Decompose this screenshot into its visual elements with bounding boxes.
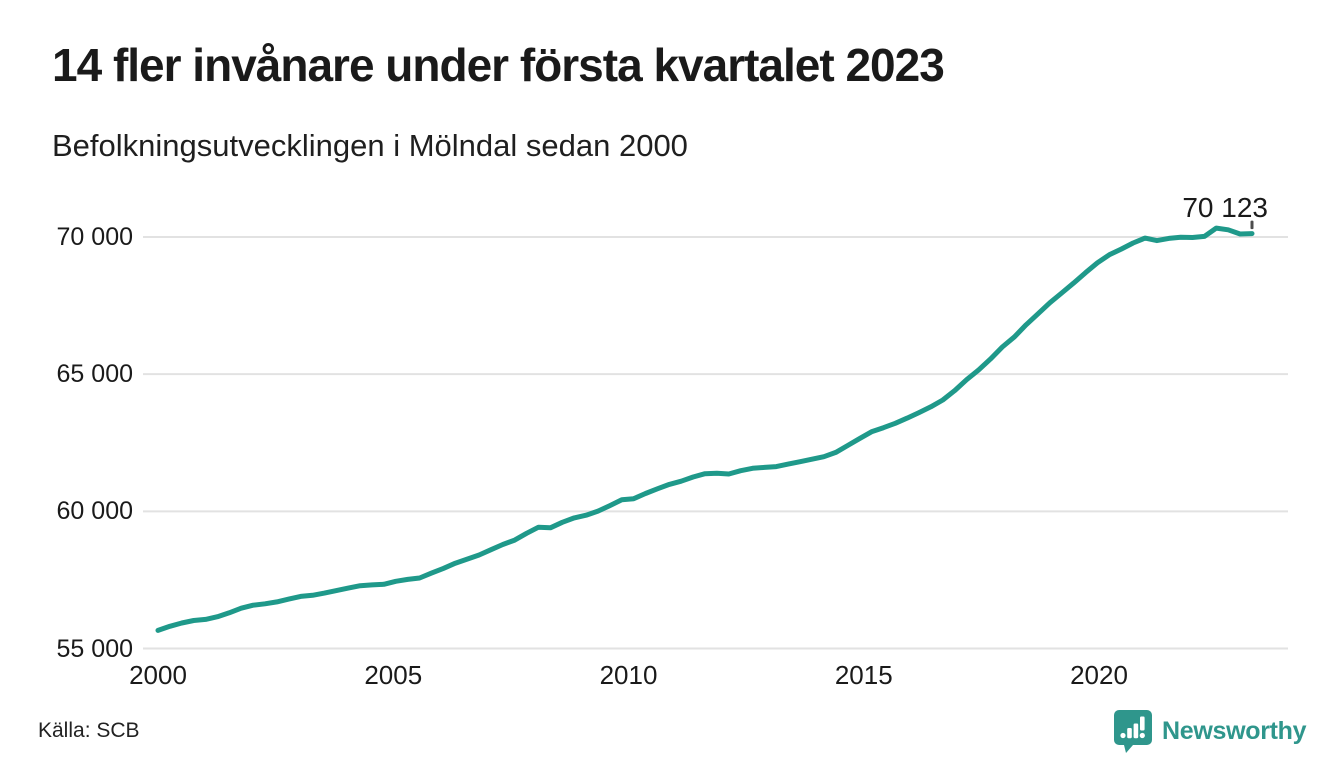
newsworthy-logo-text: Newsworthy <box>1162 716 1307 745</box>
y-axis-label: 65 000 <box>56 360 133 389</box>
population-line <box>155 225 1255 633</box>
newsworthy-logo-icon <box>1114 710 1152 753</box>
x-axis-label: 2015 <box>834 660 893 690</box>
newsworthy-logo: Newsworthy <box>1113 709 1307 753</box>
y-axis-label: 55 000 <box>56 634 133 663</box>
x-axis-label: 2020 <box>1070 660 1128 690</box>
x-axis-label: 2010 <box>599 660 658 690</box>
x-axis-label: 2000 <box>129 660 187 690</box>
last-point-label: 70 123 <box>1182 192 1268 223</box>
last-point-tick <box>1250 220 1254 230</box>
gridlines <box>143 236 1288 650</box>
page-subtitle: Befolkningsutvecklingen i Mölndal sedan … <box>52 128 688 163</box>
x-axis-label: 2005 <box>364 660 423 690</box>
y-axis-label: 70 000 <box>56 223 133 251</box>
page-title: 14 fler invånare under första kvartalet … <box>52 39 945 91</box>
y-axis-label: 60 000 <box>56 497 133 526</box>
source-note: Källa: SCB <box>38 719 140 742</box>
